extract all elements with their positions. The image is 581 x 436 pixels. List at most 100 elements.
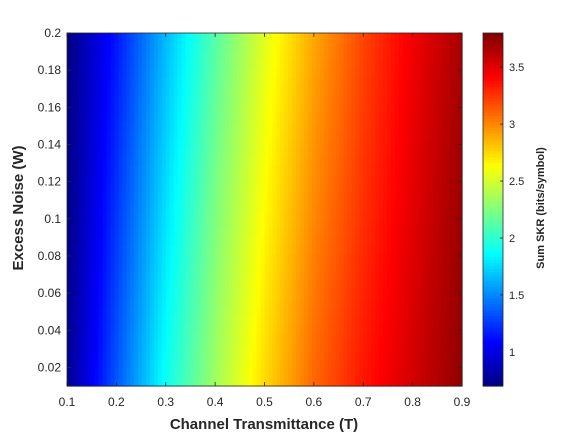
heatmap-cell (209, 262, 214, 272)
heatmap-cell (126, 288, 131, 299)
heatmap-cell (434, 200, 439, 211)
heatmap-cell (375, 59, 380, 69)
heatmap-cell (414, 41, 420, 52)
heatmap-cell (260, 218, 266, 228)
heatmap-cell (292, 183, 297, 193)
heatmap-cell (90, 350, 96, 361)
heatmap-cell (213, 59, 218, 69)
heatmap-cell (264, 165, 270, 175)
heatmap-cell (106, 324, 112, 334)
heatmap-cell (110, 112, 115, 122)
heatmap-cell (138, 85, 143, 96)
heatmap-cell (276, 77, 281, 87)
heatmap-cell (232, 377, 238, 387)
heatmap-cell (331, 244, 337, 255)
heatmap-cell (264, 368, 270, 378)
heatmap-cell (173, 350, 179, 361)
heatmap-cell (221, 112, 226, 122)
heatmap-cell (272, 174, 277, 184)
heatmap-cell (351, 165, 356, 175)
colorbar-tick-label: 1 (509, 347, 515, 359)
heatmap-cell (142, 174, 147, 184)
heatmap-cell (197, 130, 202, 140)
colorbar-segment (483, 294, 503, 299)
heatmap-cell (296, 121, 301, 131)
heatmap-cell (74, 183, 80, 193)
heatmap-cell (205, 209, 210, 219)
heatmap-cell (367, 280, 372, 290)
heatmap-cell (130, 50, 135, 61)
heatmap-cell (165, 244, 171, 255)
heatmap-cell (327, 368, 333, 378)
heatmap-cell (398, 253, 404, 264)
heatmap-cell (390, 50, 396, 61)
heatmap-cell (173, 138, 179, 149)
heatmap-cell (106, 103, 112, 114)
heatmap-cell (153, 341, 159, 352)
heatmap-cell (371, 253, 376, 264)
heatmap-cell (383, 85, 388, 96)
heatmap-cell (106, 368, 112, 378)
heatmap-cell (197, 41, 202, 52)
heatmap-cell (157, 377, 163, 387)
heatmap-cell (181, 200, 187, 211)
heatmap-cell (296, 50, 301, 61)
heatmap-cell (386, 68, 392, 78)
heatmap-cell (379, 262, 384, 272)
heatmap-cell (363, 156, 368, 166)
heatmap-cell (386, 183, 392, 193)
heatmap-cell (446, 183, 451, 193)
heatmap-cell (311, 85, 317, 96)
heatmap-cell (94, 94, 100, 105)
heatmap-cell (177, 183, 183, 193)
heatmap-cell (442, 244, 447, 255)
heatmap-cell (367, 227, 372, 237)
heatmap-cell (173, 77, 179, 87)
heatmap-cell (304, 50, 309, 61)
heatmap-cell (304, 324, 309, 334)
heatmap-cell (157, 333, 163, 343)
heatmap-cell (307, 33, 313, 43)
heatmap-cell (138, 306, 143, 316)
heatmap-cell (86, 235, 92, 246)
heatmap-cell (323, 130, 329, 140)
heatmap-cell (296, 315, 301, 325)
heatmap-cell (319, 121, 325, 131)
heatmap-cell (288, 377, 293, 387)
heatmap-cell (335, 209, 341, 219)
heatmap-cell (327, 138, 333, 149)
heatmap-cell (351, 85, 356, 96)
heatmap-cell (300, 156, 305, 166)
heatmap-cell (252, 147, 258, 158)
colorbar-segment (483, 347, 503, 352)
heatmap-cell (225, 377, 230, 387)
heatmap-cell (177, 306, 183, 316)
heatmap-cell (67, 165, 72, 175)
heatmap-cell (181, 121, 187, 131)
heatmap-cell (319, 103, 325, 114)
heatmap-cell (248, 183, 254, 193)
heatmap-cell (189, 200, 194, 211)
heatmap-cell (153, 253, 159, 264)
heatmap-cell (335, 218, 341, 228)
colorbar-segment (483, 377, 503, 381)
heatmap-cell (169, 306, 175, 316)
heatmap-cell (142, 341, 147, 352)
heatmap-cell (228, 68, 234, 78)
heatmap-cell (414, 297, 420, 308)
heatmap-cell (319, 341, 325, 352)
heatmap-cell (181, 156, 187, 166)
heatmap-cell (209, 200, 214, 211)
heatmap-cell (252, 333, 258, 343)
heatmap-cell (288, 174, 293, 184)
heatmap-cell (118, 368, 123, 378)
heatmap-cell (339, 324, 345, 334)
heatmap-cell (327, 130, 333, 140)
colorbar-segment (483, 50, 503, 55)
heatmap-cell (375, 183, 380, 193)
heatmap-cell (390, 324, 396, 334)
heatmap-cell (288, 271, 293, 281)
heatmap-cell (122, 94, 127, 105)
heatmap-cell (351, 200, 356, 211)
heatmap-cell (296, 85, 301, 96)
